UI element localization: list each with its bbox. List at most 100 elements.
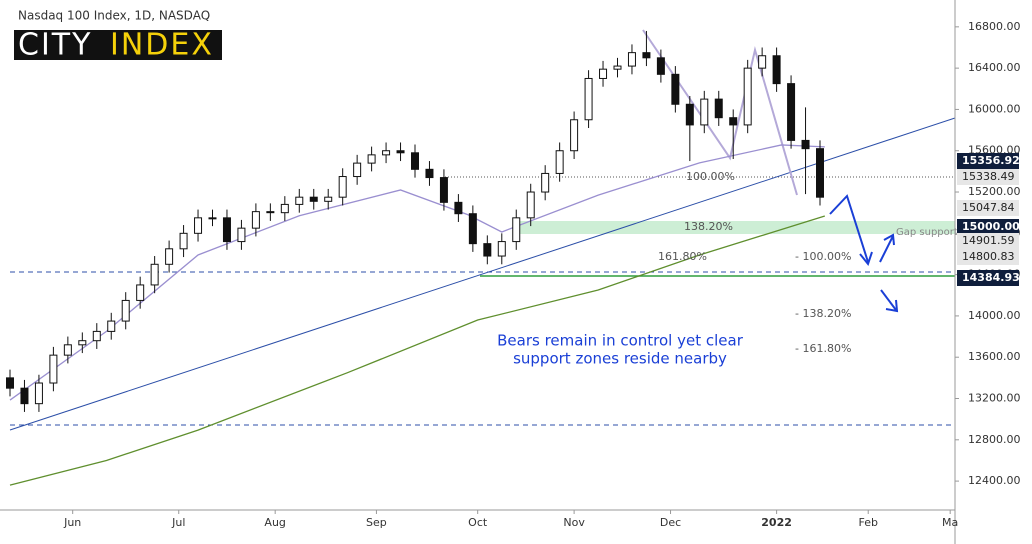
candle-body [729, 117, 738, 126]
candle-body [63, 344, 72, 356]
price-tag-label: 14800.83 [962, 250, 1015, 263]
candle-body [237, 227, 246, 243]
y-tick-label: 12800.00 [968, 433, 1021, 446]
zone-label: Gap support [896, 227, 958, 238]
note: Bears remain in control yet clear [497, 332, 744, 350]
candle-body [787, 83, 796, 141]
y-tick-label: 16800.00 [968, 20, 1021, 33]
candle-body [816, 148, 824, 198]
candle-body [92, 330, 101, 342]
fib-label: - 161.80% [795, 342, 851, 355]
candle-body [627, 52, 636, 67]
price-tag-label: 14901.59 [962, 234, 1015, 247]
price-tag [957, 249, 1019, 265]
candle-body [280, 203, 289, 214]
y-tick-label: 15200.00 [968, 185, 1021, 198]
candle-body [353, 162, 362, 178]
arrow-head [859, 251, 873, 267]
price-tag [957, 153, 1019, 169]
fib-label: 138.20% [684, 220, 733, 233]
y-tick-label: 16000.00 [968, 102, 1021, 115]
price-tag-label: 15338.49 [962, 170, 1015, 183]
candle-body [584, 77, 593, 121]
candle-body [599, 68, 608, 79]
x-tick-label: Dec [660, 516, 681, 529]
candle-body [671, 73, 680, 105]
moving-average [9, 215, 826, 486]
x-tick-label: Jun [63, 516, 81, 529]
candle-body [78, 340, 87, 346]
candle-body [222, 217, 231, 243]
candle-body [20, 387, 29, 405]
candle-body [526, 191, 535, 219]
candle-body [179, 232, 188, 250]
fib-label: 161.80% [658, 250, 707, 263]
x-tick-label: Jul [171, 516, 185, 529]
candle-body [382, 150, 391, 156]
candle-body [685, 103, 694, 126]
candle-body [656, 57, 665, 75]
candle-body [425, 168, 434, 179]
candle-body [208, 217, 217, 220]
arrow [880, 289, 897, 311]
candle-body [34, 382, 43, 405]
candle-body [613, 65, 622, 70]
x-tick-label: Feb [858, 516, 877, 529]
x-tick-label: Sep [366, 516, 387, 529]
zigzag [642, 29, 798, 196]
candle-body [570, 119, 579, 152]
candle-body [468, 213, 477, 245]
candle-body [801, 139, 810, 150]
y-tick-label: 14000.00 [968, 309, 1021, 322]
logo-bg [14, 30, 222, 60]
candle-body [743, 67, 752, 126]
candle-body [150, 263, 159, 286]
candle-body [121, 299, 130, 322]
price-tag [957, 270, 1019, 286]
y-tick-label: 13600.00 [968, 350, 1021, 363]
y-tick-label: 12400.00 [968, 474, 1021, 487]
gap-zone [515, 221, 955, 234]
candle-body [6, 377, 14, 389]
price-tag [957, 169, 1019, 185]
x-tick-label: Aug [264, 516, 285, 529]
price-tag-label: 15356.92 [962, 154, 1020, 167]
candle-body [541, 172, 550, 193]
candle-body [266, 211, 275, 214]
candle-body [497, 241, 506, 257]
fib-label: - 138.20% [795, 307, 851, 320]
candle-body [251, 211, 260, 229]
candle-body [772, 55, 781, 85]
price-tag-label: 15000.00 [962, 220, 1020, 233]
candle-body [309, 196, 318, 202]
candle-body [367, 154, 376, 164]
moving-average [9, 144, 825, 401]
candle-body [483, 243, 492, 257]
chart-title: Nasdaq 100 Index, 1D, NASDAQ [18, 9, 210, 23]
candle-body [396, 150, 405, 154]
candle-body [454, 201, 463, 215]
x-tick-label: 2022 [761, 516, 792, 529]
x-tick-label: Oct [468, 516, 488, 529]
candle-body [758, 55, 767, 69]
candle-body [714, 98, 723, 119]
candle-body [295, 196, 304, 205]
logo: INDEX [110, 28, 214, 63]
x-tick-label: Ma [942, 516, 958, 529]
y-tick-label: 16400.00 [968, 61, 1021, 74]
arrow-head [885, 299, 899, 313]
arrow [829, 194, 869, 263]
price-tag-label: 15047.84 [962, 201, 1015, 214]
candle-body [642, 52, 651, 59]
candle-body [700, 98, 709, 126]
trendline [9, 117, 956, 431]
fib-label: - 100.00% [795, 250, 851, 263]
candle-body [439, 177, 448, 203]
note: support zones reside nearby [513, 350, 727, 368]
candle-body [324, 196, 333, 202]
arrow-head [883, 233, 895, 246]
candle-body [107, 320, 116, 332]
candle-body [338, 176, 347, 198]
candle-body [512, 217, 521, 243]
candle-body [49, 354, 58, 384]
